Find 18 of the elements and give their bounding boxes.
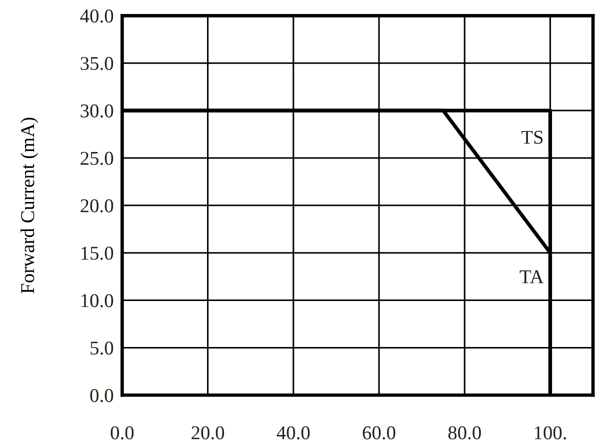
- series-label: TA: [520, 270, 544, 284]
- y-tick-label: 10.0: [82, 294, 114, 308]
- y-axis-title: Forward Current (mA): [20, 118, 38, 294]
- y-tick-label: 0.0: [90, 388, 114, 402]
- y-tick-label: 5.0: [90, 342, 114, 355]
- y-tick-label: 15.0: [82, 246, 114, 260]
- series-label: TS: [521, 130, 543, 144]
- y-tick-label: 25.0: [80, 152, 114, 165]
- x-tick-label: 20.0: [192, 426, 224, 440]
- x-tick-label: 100.: [534, 426, 566, 440]
- x-tick-label: 0.0: [110, 426, 134, 440]
- y-tick-label: 35.0: [80, 56, 114, 70]
- x-tick-label: 40.0: [276, 426, 310, 440]
- y-tick-label: 40.0: [80, 9, 114, 23]
- x-tick-label: 60.0: [362, 426, 396, 440]
- y-tick-label: 30.0: [80, 104, 114, 118]
- x-tick-label: 80.0: [448, 426, 481, 440]
- y-tick-label: 20.0: [80, 199, 114, 212]
